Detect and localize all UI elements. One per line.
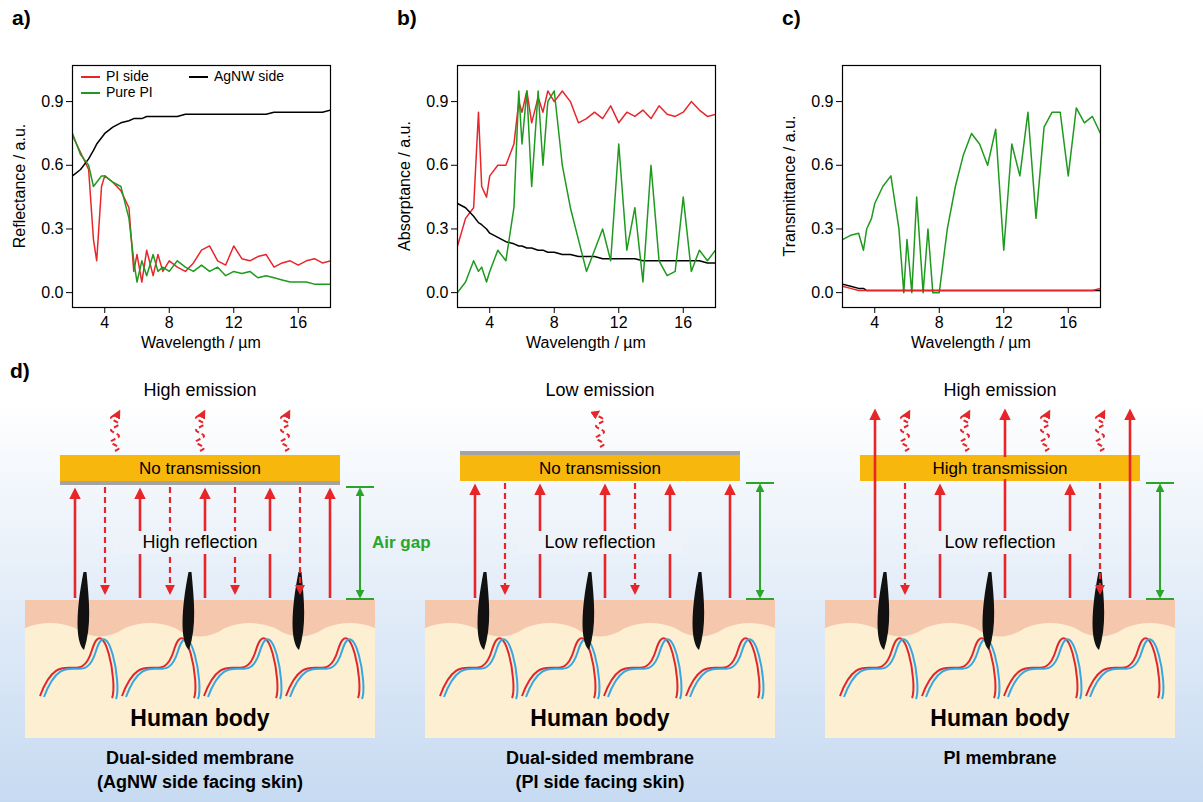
html-text:Wavelength / µm: Wavelength / µm	[141, 334, 261, 351]
html-text:Pure PI: Pure PI	[106, 84, 153, 100]
svg-text:16: 16	[674, 314, 692, 331]
svg-text:Dual-sided membrane: Dual-sided membrane	[506, 748, 694, 768]
svg-text:0.0: 0.0	[41, 284, 63, 301]
svg-text:Low reflection: Low reflection	[944, 532, 1055, 552]
html-text:PI side: PI side	[106, 68, 149, 84]
svg-text:High emission: High emission	[143, 380, 256, 400]
svg-text:0.6: 0.6	[41, 156, 63, 173]
svg-text:0.3: 0.3	[41, 220, 63, 237]
html-text:a): a)	[12, 6, 31, 29]
svg-text:Human body: Human body	[130, 705, 269, 731]
svg-text:(PI side facing skin): (PI side facing skin)	[515, 772, 684, 792]
svg-text:12: 12	[225, 314, 243, 331]
svg-text:PI membrane: PI membrane	[943, 748, 1056, 768]
svg-text:12: 12	[995, 314, 1013, 331]
html-text:Transmittance / a.u.: Transmittance / a.u.	[781, 115, 798, 257]
svg-text:Human body: Human body	[930, 705, 1069, 731]
svg-text:d): d)	[10, 359, 30, 382]
svg-text:No transmission: No transmission	[539, 459, 661, 478]
svg-text:High reflection: High reflection	[142, 532, 257, 552]
svg-text:4: 4	[485, 314, 494, 331]
svg-text:No transmission: No transmission	[139, 459, 261, 478]
html-text:Reflectance / a.u.: Reflectance / a.u.	[11, 123, 28, 249]
svg-text:Dual-sided membrane: Dual-sided membrane	[106, 748, 294, 768]
svg-text:0.0: 0.0	[811, 284, 833, 301]
svg-text:4: 4	[100, 314, 109, 331]
svg-text:0.9: 0.9	[41, 93, 63, 110]
svg-text:Human body: Human body	[530, 705, 669, 731]
svg-text:0.3: 0.3	[811, 220, 833, 237]
svg-text:12: 12	[610, 314, 628, 331]
svg-text:16: 16	[289, 314, 307, 331]
html-text:Absorptance / a.u.: Absorptance / a.u.	[396, 121, 413, 251]
svg-text:High transmission: High transmission	[932, 459, 1067, 478]
svg-text:Low emission: Low emission	[545, 380, 654, 400]
html-text:Wavelength / µm: Wavelength / µm	[911, 334, 1031, 351]
svg-text:0.9: 0.9	[426, 93, 448, 110]
html-text:AgNW side: AgNW side	[214, 68, 284, 84]
svg-text:0.6: 0.6	[426, 156, 448, 173]
html-text:b): b)	[397, 6, 417, 29]
svg-text:8: 8	[550, 314, 559, 331]
svg-text:High emission: High emission	[943, 380, 1056, 400]
svg-text:0.0: 0.0	[426, 284, 448, 301]
html-text:c): c)	[782, 6, 801, 29]
svg-text:8: 8	[165, 314, 174, 331]
svg-text:(AgNW side facing skin): (AgNW side facing skin)	[97, 772, 303, 792]
svg-text:Air gap: Air gap	[372, 533, 431, 552]
svg-text:0.9: 0.9	[811, 93, 833, 110]
svg-text:16: 16	[1059, 314, 1077, 331]
svg-text:0.6: 0.6	[811, 156, 833, 173]
svg-text:4: 4	[870, 314, 879, 331]
svg-text:Low reflection: Low reflection	[544, 532, 655, 552]
html-text:Wavelength / µm: Wavelength / µm	[526, 334, 646, 351]
svg-text:0.3: 0.3	[426, 220, 448, 237]
svg-text:8: 8	[935, 314, 944, 331]
